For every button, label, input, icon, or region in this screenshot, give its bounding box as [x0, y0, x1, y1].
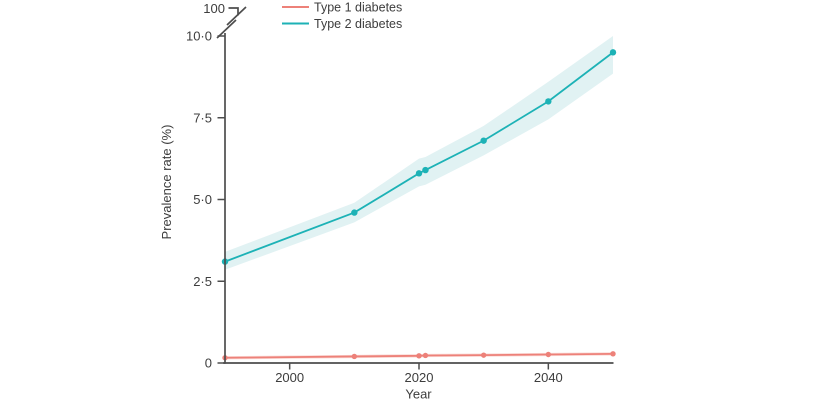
- data-point: [545, 351, 552, 358]
- legend-label-type2: Type 2 diabetes: [314, 17, 402, 31]
- x-axis-title: Year: [405, 387, 432, 402]
- axis-break-slash-lower: [216, 19, 237, 39]
- data-point: [480, 137, 487, 144]
- x-tick-label: 2040: [534, 370, 563, 385]
- y-axis: 100 0 2·5 5·0 7·5 10·0 Prevalence rate (%): [159, 1, 247, 371]
- legend: Type 1 diabetes Type 2 diabetes: [282, 1, 402, 31]
- axis-break-slash-upper: [226, 6, 247, 26]
- confidence-band: [225, 36, 613, 270]
- x-tick-label: 2000: [275, 370, 304, 385]
- data-points: [221, 49, 617, 361]
- legend-label-type1: Type 1 diabetes: [314, 1, 402, 15]
- data-point: [610, 351, 616, 357]
- y-tick-label: 10·0: [186, 29, 212, 44]
- data-point: [416, 353, 422, 359]
- y-axis-title: Prevalence rate (%): [159, 125, 174, 240]
- y-axis-break-label: 100: [203, 1, 225, 16]
- y-tick-label: 2·5: [193, 274, 212, 289]
- x-tick-label: 2020: [405, 370, 434, 385]
- y-tick-label: 5·0: [193, 192, 212, 207]
- data-point: [415, 170, 423, 177]
- data-point: [609, 49, 617, 56]
- x-tick-group: 2000 2020 2040: [275, 363, 563, 385]
- data-point: [422, 166, 429, 174]
- y-tick-label: 7·5: [193, 110, 212, 125]
- data-point: [480, 352, 487, 358]
- y-tick-group: 0 2·5 5·0 7·5 10·0: [186, 29, 225, 371]
- y-axis-top-tick: [228, 7, 239, 16]
- data-point: [545, 98, 552, 105]
- data-point: [351, 209, 358, 216]
- data-point: [422, 352, 429, 359]
- x-axis: 2000 2020 2040 Year: [223, 362, 614, 402]
- confidence-bands: [225, 36, 613, 360]
- data-point: [351, 353, 358, 360]
- y-tick-label: 0: [205, 356, 212, 371]
